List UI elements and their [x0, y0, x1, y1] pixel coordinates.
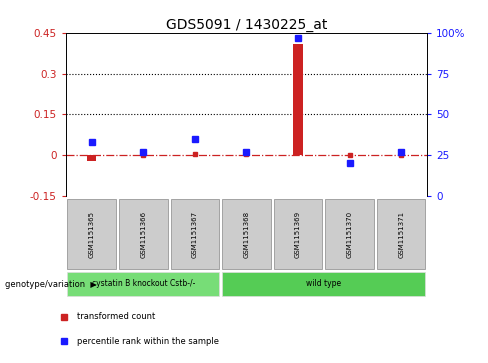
Text: GSM1151368: GSM1151368 — [244, 211, 249, 258]
Title: GDS5091 / 1430225_at: GDS5091 / 1430225_at — [166, 18, 327, 32]
Text: cystatin B knockout Cstb-/-: cystatin B knockout Cstb-/- — [92, 279, 195, 288]
Text: GSM1151370: GSM1151370 — [346, 211, 353, 258]
Bar — [222, 272, 426, 296]
Text: transformed count: transformed count — [77, 312, 155, 321]
Text: GSM1151369: GSM1151369 — [295, 211, 301, 258]
Bar — [293, 44, 303, 155]
Bar — [67, 272, 219, 296]
Bar — [274, 199, 322, 269]
Text: GSM1151366: GSM1151366 — [140, 211, 146, 258]
Text: GSM1151371: GSM1151371 — [398, 211, 404, 258]
Text: GSM1151365: GSM1151365 — [89, 211, 95, 258]
Text: genotype/variation  ▶: genotype/variation ▶ — [5, 280, 97, 289]
Text: wild type: wild type — [306, 279, 342, 288]
Bar — [377, 199, 426, 269]
Bar — [119, 199, 167, 269]
Bar — [222, 199, 271, 269]
Bar — [171, 199, 219, 269]
Bar — [67, 199, 116, 269]
Text: GSM1151367: GSM1151367 — [192, 211, 198, 258]
Bar — [87, 155, 96, 160]
Bar — [325, 199, 374, 269]
Text: percentile rank within the sample: percentile rank within the sample — [77, 337, 219, 346]
